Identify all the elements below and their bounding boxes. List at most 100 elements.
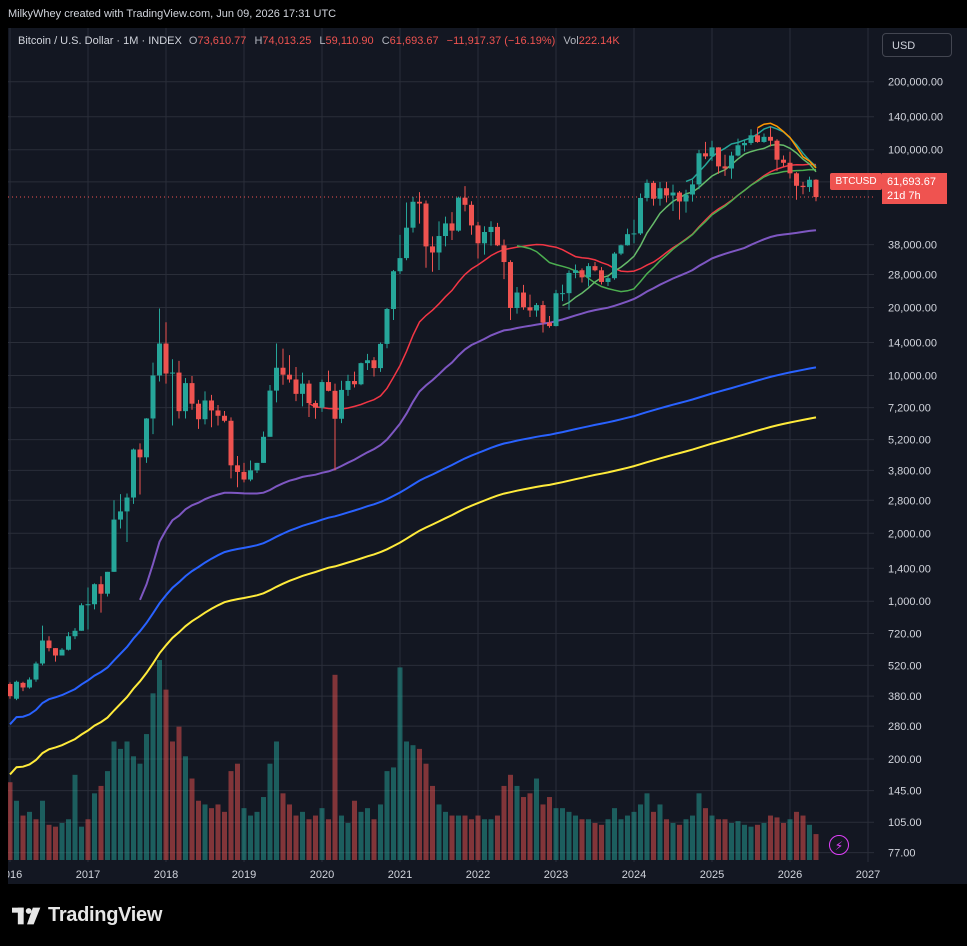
header-bar: MilkyWhey created with TradingView.com, … bbox=[0, 0, 967, 28]
volume-label: Vol bbox=[563, 35, 579, 47]
volume-bar bbox=[703, 808, 708, 860]
candle-body bbox=[105, 571, 110, 594]
candle-body bbox=[150, 375, 156, 419]
volume-bar bbox=[664, 819, 669, 860]
volume-bar bbox=[150, 693, 156, 860]
change-value: −11,917.37 (−16.19%) bbox=[446, 35, 556, 47]
volume-bar bbox=[436, 804, 442, 860]
time-tick-label: 2021 bbox=[388, 869, 412, 881]
candle-body bbox=[378, 343, 383, 369]
volume-bar bbox=[261, 797, 266, 860]
price-tag-countdown: 21d 7h bbox=[887, 190, 921, 202]
volume-bar bbox=[202, 804, 208, 860]
candle-body bbox=[209, 400, 214, 411]
price-tick-label: 2,800.00 bbox=[888, 495, 931, 507]
volume-bar bbox=[761, 822, 767, 860]
price-tick-label: 10,000.00 bbox=[888, 370, 937, 382]
volume-bar bbox=[735, 821, 741, 860]
volume-bar bbox=[248, 815, 253, 860]
tradingview-brand[interactable]: TradingView bbox=[12, 904, 162, 927]
volume-bar bbox=[157, 660, 162, 860]
volume-bar bbox=[430, 785, 435, 860]
candle-body bbox=[131, 449, 136, 498]
candlestick-chart[interactable]: 200,000.00140,000.00100,000.0072,000.003… bbox=[8, 28, 967, 884]
price-tick-label: 280.00 bbox=[888, 721, 922, 733]
ohlc-legend: Bitcoin / U.S. Dollar · 1M · INDEX O73,6… bbox=[18, 35, 625, 47]
candle-body bbox=[33, 663, 39, 680]
volume-bar bbox=[514, 785, 520, 860]
volume-bar bbox=[560, 808, 565, 860]
candle-body bbox=[592, 266, 598, 271]
volume-bar bbox=[690, 815, 695, 860]
volume-bar bbox=[222, 811, 227, 860]
volume-bar bbox=[722, 819, 728, 860]
candle-body bbox=[482, 231, 487, 244]
volume-bar bbox=[618, 819, 624, 860]
currency-button[interactable]: USD bbox=[882, 33, 952, 57]
volume-bar bbox=[306, 819, 312, 860]
price-tick-label: 200,000.00 bbox=[888, 77, 943, 89]
volume-bar bbox=[423, 763, 429, 860]
volume-bar bbox=[72, 774, 78, 860]
candle-body bbox=[228, 420, 234, 466]
ma-line-orange bbox=[757, 122, 817, 169]
candle-body bbox=[66, 636, 71, 650]
volume-bar bbox=[807, 824, 812, 860]
volume-bar bbox=[748, 826, 754, 860]
price-tick-label: 200.00 bbox=[888, 754, 922, 766]
candle-body bbox=[319, 382, 325, 408]
candle-body bbox=[612, 253, 617, 279]
volume-bar bbox=[794, 811, 799, 860]
ma-line-blue bbox=[9, 366, 817, 725]
volume-bar bbox=[241, 808, 247, 860]
volume-bar bbox=[508, 774, 513, 860]
ma-line-green-short bbox=[562, 143, 817, 307]
volume-bar bbox=[313, 815, 318, 860]
candle-body bbox=[696, 153, 702, 185]
candle-body bbox=[761, 136, 767, 142]
candle-body bbox=[670, 192, 676, 196]
volume-bar bbox=[235, 763, 240, 860]
volume-bar bbox=[534, 778, 539, 860]
lightning-icon[interactable]: ⚡ bbox=[829, 835, 849, 855]
volume-bar bbox=[547, 797, 552, 860]
candle-body bbox=[794, 173, 799, 186]
open-label: O bbox=[188, 35, 198, 47]
candle-body bbox=[644, 182, 650, 198]
volume-bar bbox=[449, 815, 455, 860]
candle-body bbox=[768, 136, 773, 141]
time-tick-label: 2016 bbox=[8, 869, 22, 881]
price-tick-label: 1,000.00 bbox=[888, 596, 931, 608]
candle-body bbox=[124, 497, 130, 512]
candle-body bbox=[449, 223, 455, 231]
candle-body bbox=[781, 159, 786, 163]
candles bbox=[8, 126, 819, 701]
candle-body bbox=[748, 135, 754, 143]
volume-bar bbox=[521, 797, 526, 860]
open-value: 73,610.77 bbox=[197, 35, 247, 47]
ma-line-purple bbox=[139, 229, 817, 601]
volume-bar bbox=[66, 819, 71, 860]
volume-bar bbox=[92, 793, 97, 860]
volume-bar bbox=[105, 771, 110, 860]
candle-body bbox=[709, 147, 715, 157]
candle-body bbox=[261, 436, 266, 463]
candle-body bbox=[586, 266, 591, 278]
candle-body bbox=[241, 471, 247, 480]
candle-body bbox=[274, 367, 279, 391]
volume-bar bbox=[319, 808, 325, 860]
time-axis: 2016 2017 2018 2019 2020 2021 2022 2023 2024 2025… bbox=[8, 869, 880, 881]
chart-panel[interactable]: 200,000.00140,000.00100,000.0072,000.003… bbox=[8, 28, 967, 884]
volume-bar bbox=[111, 741, 117, 860]
symbol-label: Bitcoin / U.S. Dollar · 1M · INDEX bbox=[18, 35, 182, 47]
volume-bar bbox=[566, 811, 572, 860]
candle-body bbox=[404, 227, 409, 259]
volume-bar bbox=[475, 815, 481, 860]
volume-bar bbox=[657, 804, 663, 860]
volume-bar bbox=[98, 785, 104, 860]
volume-bar bbox=[553, 808, 559, 860]
time-tick-label: 2018 bbox=[154, 869, 178, 881]
volume-bar bbox=[196, 800, 201, 860]
volume-bar bbox=[709, 815, 715, 860]
volume-bar bbox=[280, 793, 286, 860]
